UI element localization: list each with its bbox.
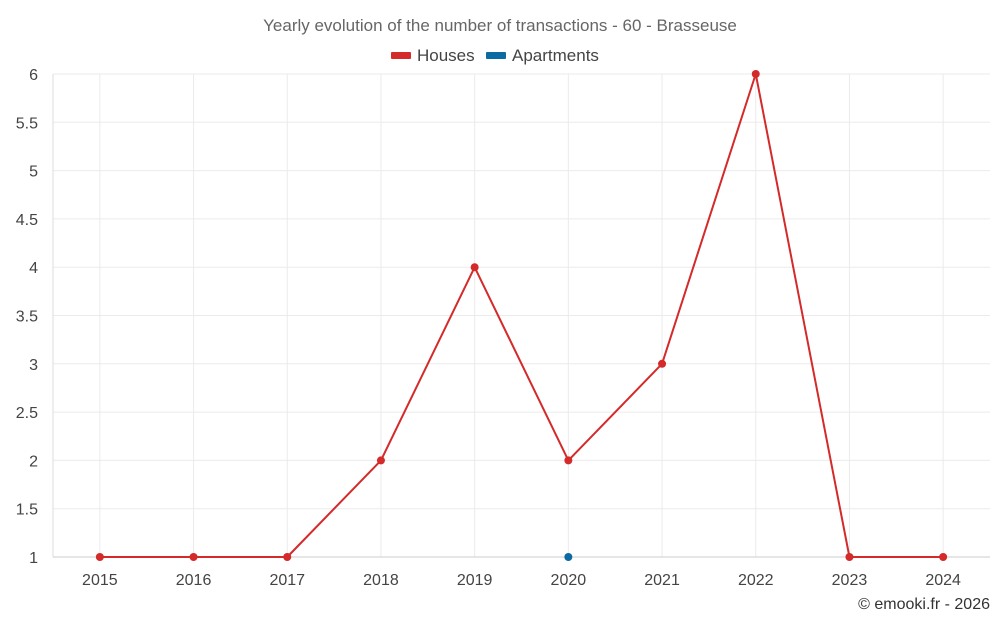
y-tick-label: 3.5 xyxy=(16,309,38,326)
series xyxy=(95,70,948,561)
credit-text: © emooki.fr - 2026 xyxy=(858,596,990,613)
x-tick-label: 2023 xyxy=(832,572,868,589)
axes: 1 1.5 2 2.5 3 3.5 4 4.5 5 5.5 6 2015 2016 2017 2018 201… xyxy=(16,67,990,589)
data-point-houses[interactable] xyxy=(189,553,198,561)
y-tick-label: 4.5 xyxy=(16,212,38,229)
y-tick-label: 3 xyxy=(29,357,38,374)
data-point-houses[interactable] xyxy=(658,359,667,368)
y-tick-label: 2 xyxy=(29,453,38,470)
data-point-houses[interactable] xyxy=(470,263,479,272)
data-point-houses[interactable] xyxy=(845,553,854,561)
x-tick-label: 2021 xyxy=(644,572,680,589)
legend-item-houses[interactable]: Houses xyxy=(391,46,475,65)
x-tick-label: 2024 xyxy=(925,572,961,589)
y-tick-label: 6 xyxy=(29,67,38,84)
chart-title: Yearly evolution of the number of transa… xyxy=(263,16,737,35)
x-tick-label: 2019 xyxy=(457,572,493,589)
grid xyxy=(53,73,990,558)
y-tick-label: 1.5 xyxy=(16,502,38,519)
y-tick-label: 5 xyxy=(29,164,38,181)
data-point-houses[interactable] xyxy=(283,553,292,561)
legend-label-houses: Houses xyxy=(417,46,475,65)
legend-item-apartments[interactable]: Apartments xyxy=(486,46,599,65)
legend-label-apartments: Apartments xyxy=(512,46,599,65)
legend-swatch-apartments xyxy=(486,52,506,59)
y-tick-label: 5.5 xyxy=(16,115,38,132)
data-point-houses[interactable] xyxy=(564,456,573,465)
y-tick-label: 1 xyxy=(29,550,38,567)
data-point-apartments[interactable] xyxy=(564,553,573,561)
data-point-houses[interactable] xyxy=(751,70,760,78)
x-tick-label: 2015 xyxy=(82,572,118,589)
x-tick-label: 2017 xyxy=(269,572,305,589)
x-tick-label: 2018 xyxy=(363,572,399,589)
x-tick-label: 2020 xyxy=(551,572,587,589)
x-tick-label: 2016 xyxy=(176,572,212,589)
x-tick-label: 2022 xyxy=(738,572,774,589)
y-tick-label: 2.5 xyxy=(16,405,38,422)
series-line-houses xyxy=(99,73,944,558)
y-tick-label: 4 xyxy=(29,260,38,277)
legend-swatch-houses xyxy=(391,52,411,59)
data-point-houses[interactable] xyxy=(939,553,948,561)
data-point-houses[interactable] xyxy=(376,456,385,465)
data-point-houses[interactable] xyxy=(95,553,104,561)
legend: Houses Apartments xyxy=(391,46,599,65)
